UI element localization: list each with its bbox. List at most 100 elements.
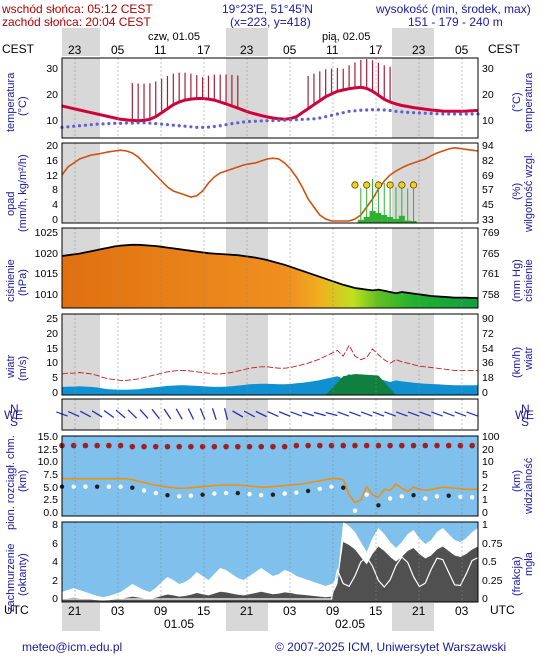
day1-label: czw, 01.05: [148, 31, 200, 43]
dewpoint-point: [183, 124, 187, 128]
axis-tick-label: 0.5: [482, 556, 497, 568]
axis-tick-label: 18: [482, 372, 494, 385]
visibility-point: [329, 484, 334, 489]
visibility-point: [411, 493, 416, 498]
precip-bar: [387, 217, 394, 223]
visibility-sky: [62, 436, 478, 516]
visibility-point: [165, 493, 170, 498]
cloud-top-point: [94, 442, 100, 449]
bottom-night-1: [226, 603, 268, 631]
dewpoint-point: [154, 122, 158, 126]
wind-direction-arrow: [267, 410, 279, 418]
dir-right-w: W: [515, 408, 527, 422]
bottom-hour-label: 21: [68, 604, 82, 618]
wind-night-0: [62, 314, 100, 395]
vis-right-unit: widzialność: [523, 457, 535, 514]
axis-tick-label: 15: [46, 342, 58, 355]
wind-direction-arrow: [384, 411, 396, 417]
wind-direction-arrow: [442, 411, 455, 417]
visibility-point: [399, 494, 405, 499]
dewpoint-point: [253, 119, 257, 123]
visibility-point: [106, 484, 112, 489]
dewpoint-point: [394, 109, 398, 113]
bottom-date1: 01.05: [164, 617, 195, 631]
visibility-point: [317, 486, 323, 491]
dewpoint-point: [382, 108, 386, 112]
temp-right-label: (°C): [511, 92, 523, 112]
visibility-frame: [61, 435, 479, 517]
bottom-hour-label: 15: [197, 604, 211, 618]
axis-tick-label: 16: [46, 154, 58, 167]
axis-tick-label: 20: [46, 327, 58, 340]
visibility-point: [305, 488, 311, 494]
axis-tick-label: 10: [482, 115, 494, 127]
cloud-top-point: [70, 442, 77, 449]
bottom-date2: 02.05: [335, 617, 366, 631]
wind-direction-arrow: [175, 408, 183, 420]
wind-direction-arrow: [454, 411, 467, 417]
dewpoint-point: [429, 111, 433, 116]
dewpoint-point: [294, 118, 298, 122]
cloud-top-point: [422, 442, 429, 449]
dewpoint-point: [247, 119, 252, 124]
dewpoint-point: [101, 122, 105, 126]
pressure-right-label: (mm Hg): [511, 259, 523, 302]
visibility-point: [176, 494, 182, 499]
wind-gust-line: [61, 344, 478, 381]
axis-tick-label: 6: [52, 537, 58, 550]
axis-tick-label: 82: [482, 154, 494, 167]
axis-tick-label: 10: [46, 115, 58, 127]
axis-tick-label: 69: [482, 169, 494, 182]
cloud-top-point: [223, 443, 229, 450]
pressure-frame: [61, 227, 479, 309]
visibility-point: [223, 490, 229, 496]
axis-tick-label: 20: [46, 140, 58, 152]
dewpoint-point: [359, 108, 363, 112]
footer-email[interactable]: meteo@icm.edu.pl: [22, 640, 123, 654]
cloud-top-point: [234, 443, 241, 450]
pressure-left-unit: (hPa): [17, 269, 29, 296]
cloud-top-point: [305, 442, 311, 449]
axis-tick-label: 765: [482, 247, 500, 260]
wind-direction-arrow: [103, 409, 115, 419]
bottom-timezone-left: UTC: [4, 603, 29, 617]
cloud-top-point: [258, 443, 265, 450]
visibility-point: [118, 484, 123, 489]
dewpoint-point: [447, 112, 451, 116]
humidity-line: [61, 146, 479, 222]
cloud-top-point: [117, 442, 124, 449]
axis-tick-label: 0: [482, 387, 488, 399]
visibility-point: [83, 484, 88, 489]
visibility-point: [434, 494, 440, 499]
bottom-hour-label: 21: [240, 604, 254, 618]
axis-tick-label: 25: [46, 313, 58, 325]
dewpoint-point: [72, 124, 76, 128]
axis-tick-label: 8: [52, 519, 58, 531]
visibility-point: [235, 490, 240, 496]
top-hour-label: 11: [326, 43, 339, 57]
dewpoint-point: [107, 122, 111, 126]
axis-tick-label: 1010: [34, 289, 58, 301]
axis-tick-label: 1: [482, 494, 488, 507]
dewpoint-point: [148, 121, 152, 125]
visibility-point: [153, 490, 158, 496]
wind-right-label: (km/h): [511, 346, 523, 378]
wind-direction-arrow: [211, 408, 217, 420]
cloud-top-point: [375, 442, 382, 449]
wind-direction-arrow: [349, 411, 361, 417]
precip-right-unit: wilgotność wzgl.: [523, 152, 535, 232]
elevation-title: wysokość (min, środek, max): [376, 2, 531, 16]
top-hour-label: 23: [240, 43, 254, 57]
axis-tick-label: 1015: [34, 268, 58, 281]
grid-text: (x=223, y=418): [230, 15, 311, 29]
dewpoint-point: [265, 119, 269, 123]
wind-direction-arrow: [431, 411, 443, 417]
dewpoint-point: [458, 112, 463, 116]
precip-frame: [61, 142, 479, 224]
wind-direction-arrow: [337, 411, 350, 417]
dewpoint-point: [277, 118, 281, 122]
top-hour-label: 23: [68, 43, 82, 57]
dir-left-w: W: [4, 408, 16, 422]
dewpoint-point: [160, 122, 164, 126]
